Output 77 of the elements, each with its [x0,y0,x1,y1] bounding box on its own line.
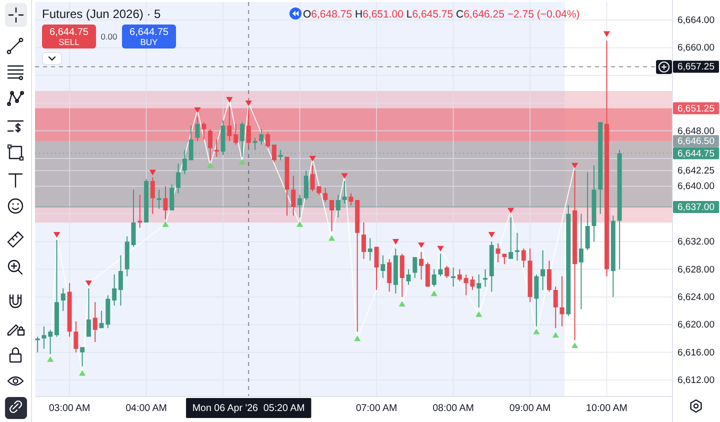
candlestick [368,238,372,261]
ref-line-label: 6,657.25 [678,61,714,72]
text: O6,648.75 H6,651.00 L6,645.75 C6,646.25 −2.75 (−0.04%) [303,8,580,20]
candlestick [451,268,456,287]
point [392,238,400,245]
annotation: 0.00 [100,32,118,42]
sell-button: 6,644.75 SELL [42,24,96,48]
candlestick [48,330,53,354]
candlestick [514,232,520,261]
ref-line-label: Mon 06 Apr '26 05:20 AM [192,402,305,414]
band-label: 6,651.25 [678,102,714,114]
buy-button: 6,644.75 BUY [122,24,176,48]
y-tick-label: 6,640.00 [678,180,714,192]
ref-line-label: 6,637.00 [678,201,714,212]
candlestick [80,347,85,366]
y-tick-label: 6,612.00 [678,374,714,386]
annotation: 6,644.75 [130,26,169,38]
point [552,332,559,338]
point [398,300,406,307]
band-label: 6,646.50 [678,136,714,147]
point [238,158,246,165]
point [533,328,540,334]
point [328,235,336,241]
x-tick-label: 10:00 AM [586,402,628,414]
candlestick [35,336,40,352]
y-tick-label: 6,616.00 [678,346,714,358]
candlestick [508,217,514,259]
candlestick [578,214,584,310]
point [149,170,156,176]
point [245,100,252,106]
x-tick-label: 08:00 AM [432,402,474,414]
y-tick-label: 6,624.00 [678,291,714,302]
point [354,336,361,342]
point [508,208,514,214]
point [85,280,92,286]
y-tick-label: 6,620.00 [678,319,714,330]
point [571,162,578,168]
point [309,156,316,162]
y-tick-label: 6,660.00 [678,42,714,54]
candlestick [278,150,283,160]
point [53,232,60,238]
point [430,290,438,296]
point [341,173,348,179]
point [488,232,495,238]
point [476,311,482,317]
candlestick [342,180,347,204]
y-tick-label: 6,642.25 [678,165,714,176]
candlestick [214,139,219,157]
point [194,107,201,114]
point [162,221,169,227]
annotation: SELL [58,37,80,47]
point [206,162,214,168]
point [226,97,233,103]
point [437,246,444,252]
ref-line-label: 6,644.75 [678,148,714,159]
y-tick-label: 6,648.00 [678,125,714,136]
candlestick [42,326,46,349]
point [571,342,578,348]
candlestick [156,190,162,209]
point [603,31,610,37]
y-tick-label: 6,664.00 [678,14,714,26]
annotation: BUY [140,37,158,47]
point [418,242,425,248]
x-tick-label: 09:00 AM [509,402,551,414]
y-tick-label: 6,632.00 [678,236,714,248]
x-tick-label: 04:00 AM [126,402,167,414]
y-tick-label: 6,628.00 [678,264,714,275]
point [79,370,86,376]
candlestick [138,194,142,228]
candlestick [252,138,258,150]
point [296,221,304,227]
x-tick-label: 03:00 AM [48,402,90,414]
annotation: 6,644.75 [50,26,89,38]
chart-title: Futures (Jun 2026) · 5 [42,7,162,21]
x-tick-label: 07:00 AM [356,402,398,414]
point [47,356,54,362]
candlestick [476,274,482,308]
